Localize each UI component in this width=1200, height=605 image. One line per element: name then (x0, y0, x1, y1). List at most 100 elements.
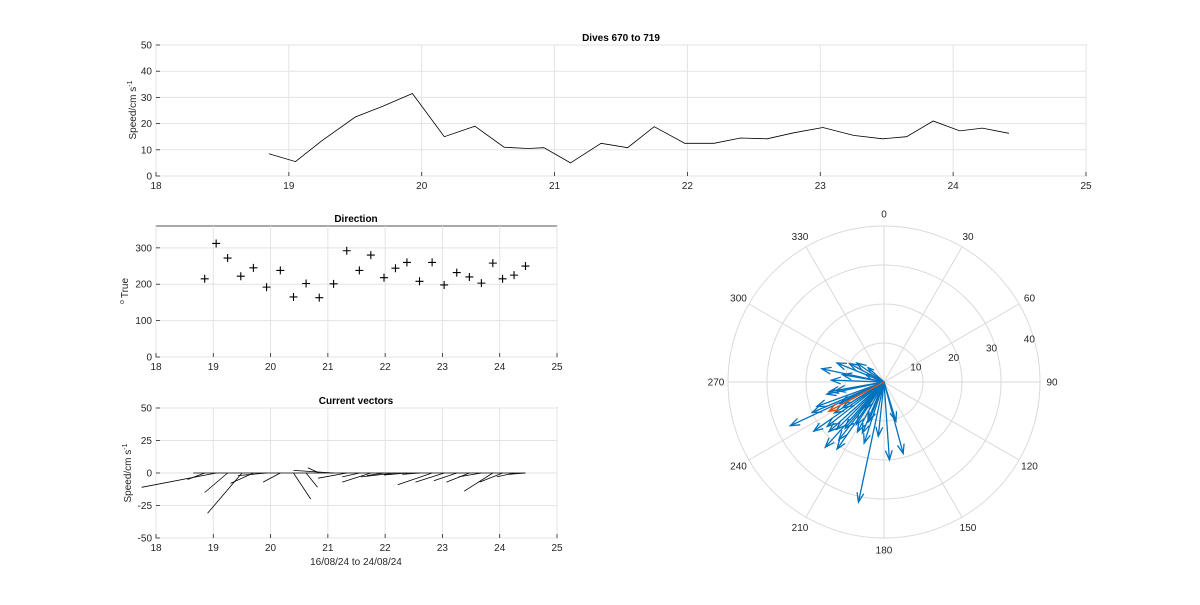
vector-ylabel: Speed/cm s-1 (122, 443, 134, 502)
compass-arrow-head (810, 405, 823, 414)
compass-arrow-head (863, 433, 871, 446)
speed-series-line (268, 93, 1009, 164)
direction-marker (477, 279, 486, 288)
direction-marker (249, 263, 258, 272)
compass-spoke (883, 381, 963, 518)
compass-arrow (828, 381, 885, 433)
vector-xtick-label: 24 (494, 543, 506, 554)
vector-stick (366, 472, 385, 476)
compass-spoke (883, 246, 963, 383)
direction-marker (200, 274, 209, 283)
compass-arrow-head (835, 362, 848, 371)
vector-xtick-label: 19 (208, 543, 220, 554)
direction-marker (302, 279, 311, 288)
compass-plot: 0 30 60 90 120 150 180 210 240 270 300 330 10 20 30 40 (708, 210, 1058, 557)
direction-marker (465, 272, 474, 281)
compass-arrow (821, 368, 885, 383)
speed-ytick-label: 10 (141, 145, 153, 156)
speed-xtick-label: 24 (948, 181, 960, 192)
direction-xtick-label: 21 (322, 362, 334, 373)
compass-arrow-head (815, 399, 827, 408)
vector-title: Current vectors (319, 396, 394, 407)
direction-xtick-label: 18 (150, 362, 162, 373)
direction-title: Direction (334, 214, 377, 225)
compass-angle-label: 330 (792, 232, 809, 243)
compass-arrow-head (855, 361, 867, 372)
compass-arrow-head (824, 437, 835, 449)
direction-xtick-label: 20 (265, 362, 277, 373)
compass-angle-label: 90 (1046, 378, 1058, 389)
compass-arrow-head (896, 443, 905, 456)
compass-arrow (863, 381, 885, 444)
compass-arrow-head (889, 411, 898, 423)
vector-stick (463, 472, 494, 492)
vector-stick (433, 472, 457, 482)
direction-marker (521, 262, 530, 271)
compass-arrow-head (824, 388, 837, 397)
compass-angle-label: 60 (1024, 294, 1036, 305)
direction-marker (262, 283, 271, 292)
vector-ytick-label: -50 (138, 534, 153, 545)
vector-stick (383, 472, 407, 476)
compass-arrow-head (843, 418, 855, 430)
vector-stick (361, 472, 396, 478)
compass-arrow-head (835, 420, 846, 431)
compass-arrow (861, 381, 885, 434)
direction-marker (379, 273, 388, 282)
compass-arrow-head (829, 376, 842, 385)
speed-xtick-label: 23 (815, 181, 827, 192)
direction-ytick-label: 0 (146, 353, 152, 364)
direction-axes: Direction oTrue 18 19 20 21 22 23 24 25 0 100 200 3… (119, 214, 563, 373)
vector-stick (293, 472, 312, 500)
compass-arrow-head (840, 372, 853, 381)
direction-marker (488, 259, 497, 268)
compass-arrow (826, 381, 885, 395)
direction-marker (452, 268, 461, 277)
vector-stick (508, 472, 526, 475)
speed-plot-area (155, 44, 1087, 177)
vector-stick (402, 472, 420, 475)
vector-stick (397, 472, 433, 486)
direction-marker (440, 280, 449, 289)
vector-stick (496, 472, 515, 478)
vector-stick (237, 472, 267, 476)
speed-xtick-label: 19 (283, 181, 295, 192)
compass-arrow-head (884, 450, 893, 462)
compass-arrow (856, 381, 885, 433)
speed-ytick-label: 20 (141, 119, 153, 130)
speed-ytick-label: 30 (141, 93, 153, 104)
direction-ylabel: oTrue (119, 278, 131, 305)
speed-ytick-label: 50 (141, 41, 153, 52)
vector-ytick-label: 25 (141, 436, 153, 447)
compass-radius-label: 40 (1024, 334, 1036, 345)
speed-ytick-label: 0 (146, 172, 152, 183)
vector-stick (207, 472, 243, 514)
direction-marker (415, 277, 424, 286)
compass-arrow-head (861, 422, 870, 435)
vector-ytick-label: 50 (141, 404, 153, 415)
compass-angle-label: 150 (960, 523, 977, 534)
speed-xtick-label: 20 (416, 181, 428, 192)
direction-marker (355, 266, 364, 275)
compass-arrow-head (856, 492, 865, 505)
direction-ytick-label: 300 (135, 243, 152, 254)
compass-angle-label: 300 (730, 294, 747, 305)
vector-xtick-label: 25 (551, 543, 563, 554)
direction-xtick-label: 23 (437, 362, 449, 373)
compass-radius-label: 10 (910, 363, 922, 374)
compass-arrow-head (866, 366, 875, 374)
vector-xtick-label: 22 (380, 543, 392, 554)
speed-xtick-label: 21 (549, 181, 561, 192)
compass-spoke (748, 303, 885, 383)
compass-arrow (849, 363, 885, 383)
direction-marker (329, 279, 338, 288)
compass-mean-arrow (828, 381, 885, 412)
compass-arrow-head (827, 422, 839, 433)
compass-arrow (883, 381, 891, 460)
compass-arrow-head (847, 362, 860, 372)
compass-arrow (857, 381, 885, 503)
direction-xtick-label: 24 (494, 362, 506, 373)
compass-arrow-head (819, 366, 832, 375)
direction-xtick-label: 19 (208, 362, 220, 373)
vector-xtick-label: 18 (150, 543, 162, 554)
